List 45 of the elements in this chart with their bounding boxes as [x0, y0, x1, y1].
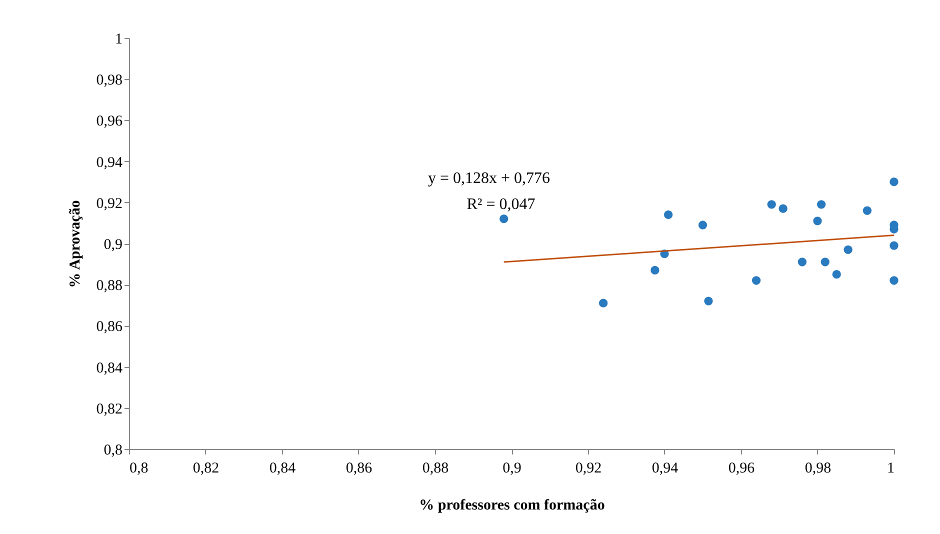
y-tick-label: 0,96: [96, 114, 123, 130]
point: [752, 276, 761, 285]
point: [664, 210, 673, 220]
x-tick-label: 0,96: [728, 460, 756, 476]
x-tick-label: 0,92: [575, 460, 602, 476]
x-tick-label: 0,94: [652, 460, 679, 476]
annotation: R² = 0,047: [466, 196, 536, 213]
x-tick-label: 0,88: [422, 460, 449, 476]
y-tick-label: 0,84: [96, 360, 123, 376]
point: [778, 204, 788, 213]
x-tick-label: 0,82: [192, 460, 220, 476]
y-tick-label: 0,98: [96, 72, 122, 89]
point: [890, 178, 898, 186]
point: [798, 258, 807, 266]
y-tick-label: 0,94: [96, 154, 123, 171]
point: [890, 276, 898, 285]
point: [698, 220, 708, 230]
point: [862, 206, 872, 215]
x-tick-label: 0,86: [346, 460, 373, 476]
point: [650, 266, 660, 275]
point: [813, 216, 822, 226]
y-tick-label: 0,86: [96, 319, 123, 336]
y-axis-title: % Aprovação: [67, 200, 84, 288]
point: [767, 200, 776, 209]
point: [844, 245, 852, 254]
y-tick-label: 0,8: [104, 442, 122, 458]
y-tick-label: 0,92: [96, 196, 122, 212]
x-axis-title: % professores com formação: [419, 498, 605, 514]
y-tick-label: 0,88: [96, 278, 122, 294]
x-tick-label: 0,8: [130, 460, 148, 476]
point: [704, 296, 713, 306]
x-tick-label: 0,84: [269, 460, 296, 476]
y-tick-label: 0,82: [96, 401, 122, 418]
point: [816, 200, 826, 209]
y-tick-label: 0,9: [104, 237, 122, 253]
point: [500, 214, 508, 224]
annotation: y = 0,128x + 0,776: [428, 170, 550, 187]
x-tick-label: 0,9: [502, 460, 522, 476]
point: [832, 270, 841, 279]
x-tick-label: 0,98: [804, 460, 832, 476]
point: [820, 258, 830, 266]
y-tick-label: 1: [115, 32, 122, 48]
point: [598, 298, 608, 308]
x-tick-label: 1: [887, 460, 894, 476]
point: [890, 241, 898, 250]
